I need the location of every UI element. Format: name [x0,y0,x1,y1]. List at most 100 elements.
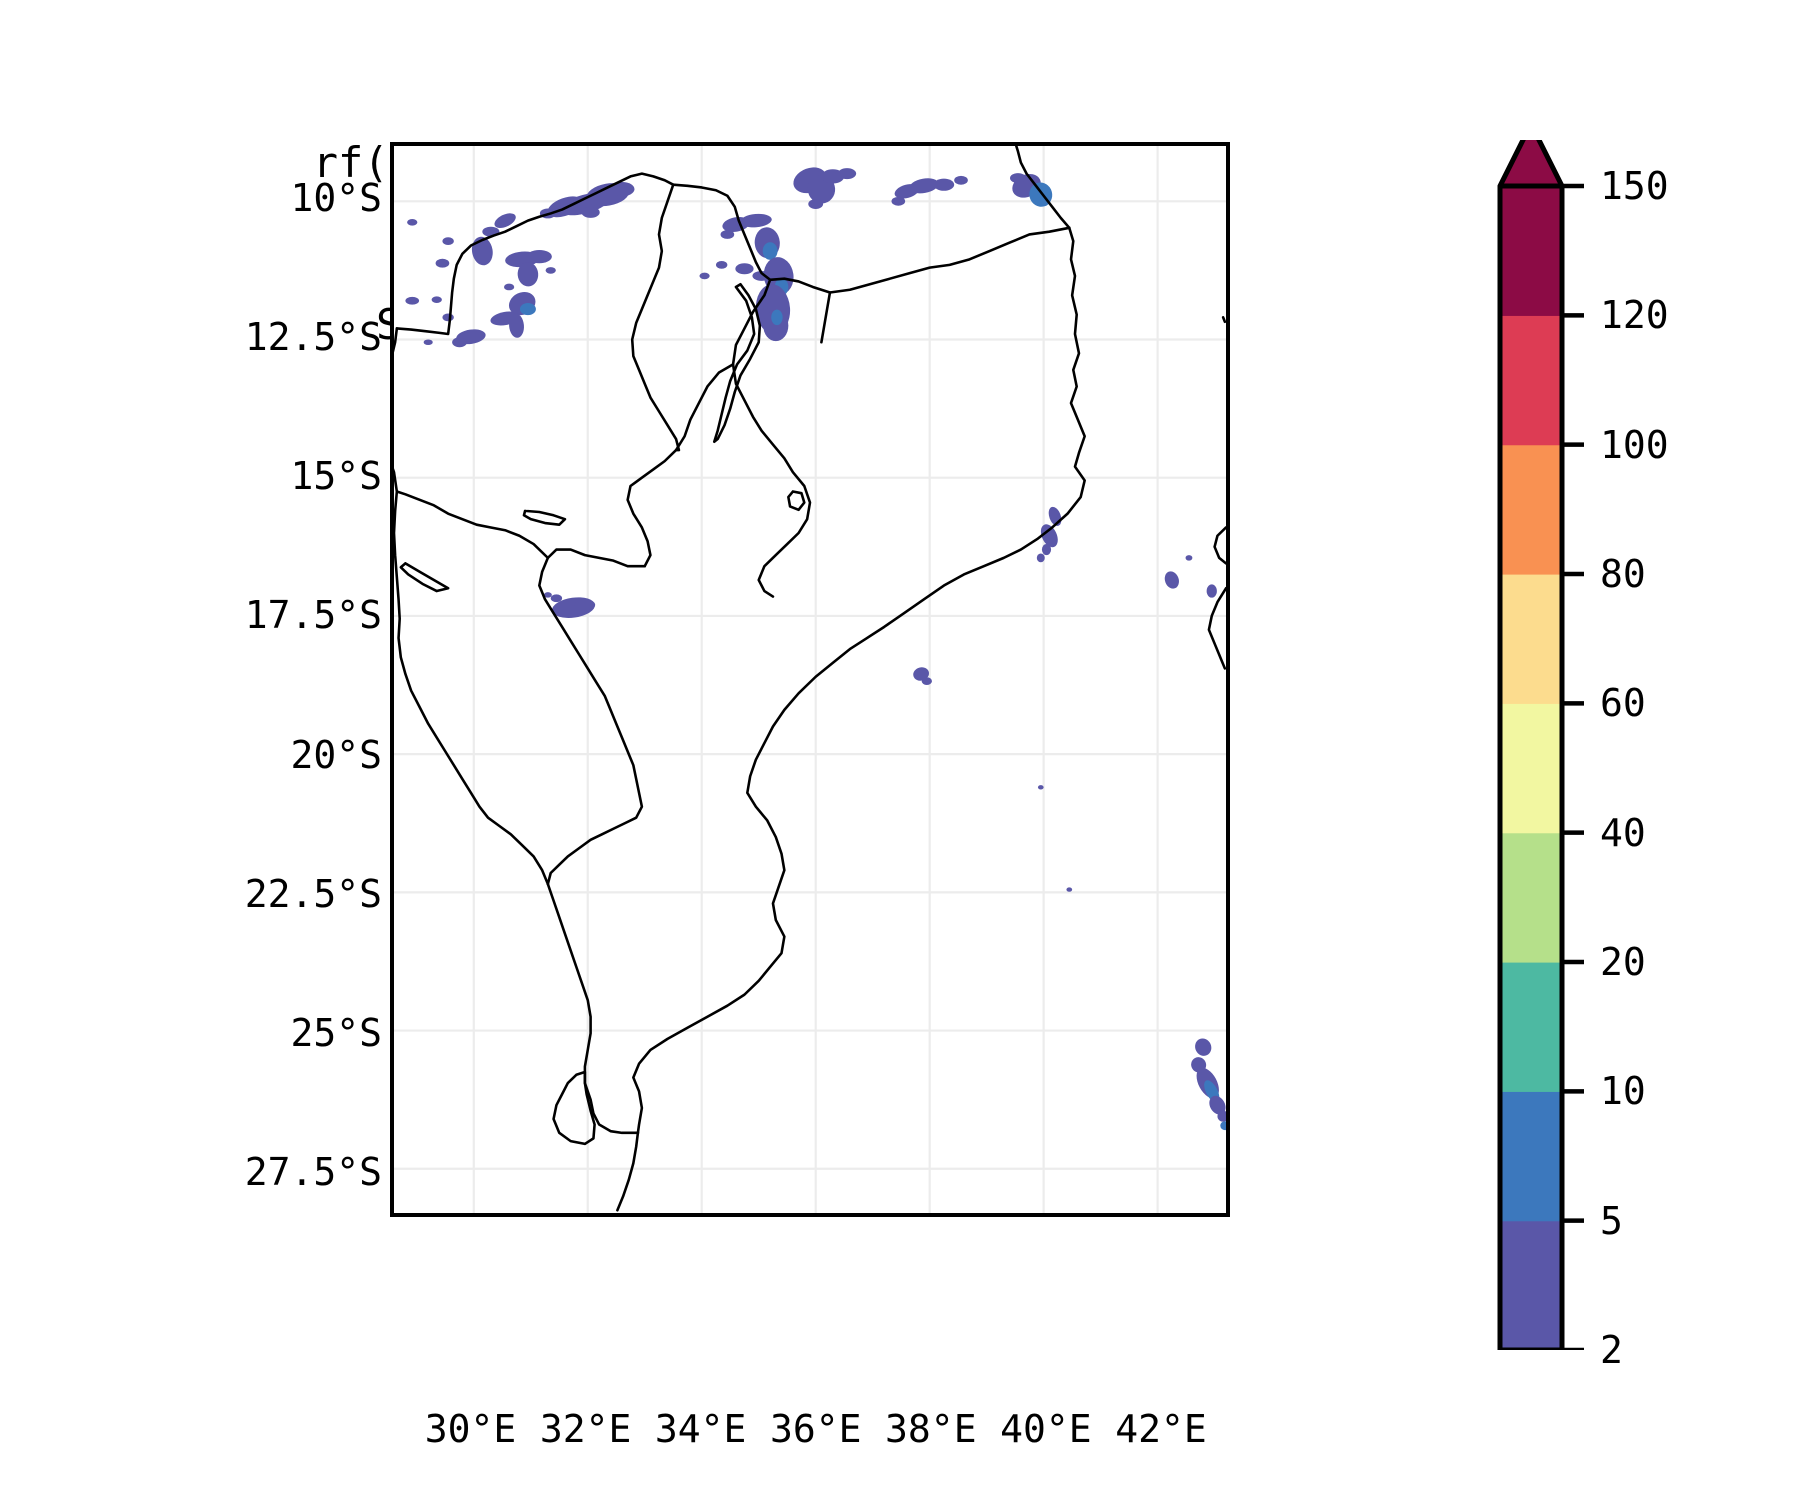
y-axis-tick-label: 20°S [290,732,382,777]
colorbar-tick-label: 150 [1600,164,1669,208]
rainfall-contour-cell [762,242,778,260]
colorbar-ticks [1562,183,1584,1350]
rainfall-contour-cell [1041,544,1052,556]
geo-boundary-path [1207,586,1226,670]
rainfall-contour-cell [837,168,857,180]
geo-boundary-path [616,1131,640,1212]
rainfall-contour-cell [735,263,754,275]
rainfall-contour-cell [891,196,906,206]
rainfall-contour-cell [574,599,596,611]
geo-boundary-path [671,183,772,282]
geo-boundary-path [399,562,450,593]
colorbar-band [1500,574,1562,704]
rainfall-contour-cell [405,296,420,305]
rainfall-contour-cell [909,178,939,194]
rainfall-contour-cell [509,313,524,338]
geo-boundary-path [395,172,675,336]
colorbar-outline-path [1497,186,1565,1350]
colorbar-tick-label: 80 [1600,552,1646,596]
colorbar-band [1500,1091,1562,1222]
geo-boundary-path [552,1070,596,1146]
colorbar-band [1500,832,1562,963]
rainfall-contour-cell [954,175,968,185]
colorbar-tick-label: 100 [1600,422,1669,467]
rainfall-contour-cell [933,178,955,191]
colorbar-tick-label: 120 [1600,293,1669,338]
rainfall-contour-cell [442,313,454,322]
rainfall-contour-cell [1220,1121,1226,1131]
rainfall-contour-cell [1037,785,1044,790]
geo-boundary-path [538,548,647,886]
rainfall-contour-cell [407,218,418,226]
rainfall-contour-cell [913,667,930,681]
map-axes[interactable] [390,142,1230,1217]
rainfall-contour-cell [715,260,728,269]
colorbar-tick-label: 10 [1600,1069,1646,1114]
rainfall-contour-cell [1209,1095,1226,1115]
gridlines [394,146,1226,1213]
map-canvas [394,146,1226,1213]
x-axis-tick-label: 30°E [424,1407,517,1451]
rainfall-contour-cell [771,309,783,326]
rainfall-contour-cell [431,296,442,304]
rainfall-contour-cell [519,303,536,316]
colorbar-band [1500,186,1562,316]
colorbar-band [1500,444,1562,575]
geo-boundary-path [1221,316,1226,324]
colorbar-tick-label: 5 [1600,1198,1623,1243]
geo-boundary-path [1014,146,1071,230]
colorbar-band [1500,703,1562,834]
rainfall-contour-cell [550,594,563,603]
colorbar-tick-label: 60 [1600,681,1646,726]
y-axis-tick-label: 12.5°S [244,314,382,359]
rainfall-contour-cell [739,213,772,228]
rainfall-contour-cell [494,213,516,228]
rainfall-contour-cell [1195,1038,1212,1056]
geo-boundary-path [630,183,681,452]
y-axis-tick-label: 25°S [290,1011,382,1056]
rainfall-contour-cell [1217,1110,1226,1122]
rainfall-contour-cell [545,267,556,274]
rainfall-contour-cell [1185,555,1193,561]
colorbar-band [1500,962,1562,1092]
colorbar-outline [1497,140,1565,1350]
colorbar-tick-label: 20 [1600,940,1646,984]
colorbar-tick-label: 2 [1600,1328,1623,1372]
rainfall-contour-cell [517,262,539,287]
geo-boundary-path [712,282,762,444]
rainfall-contour-cell [1066,887,1073,892]
rainfall-contour-cell [442,237,454,245]
geo-boundary-path [626,363,735,568]
x-axis-tick-label: 36°E [769,1407,862,1451]
geo-boundary-path [394,327,399,493]
rainfall-contour-cell [1164,571,1179,589]
y-axis-tick-label: 10°S [290,175,382,220]
rainfall-contour-cell [1040,524,1058,548]
rainfall-contour-cell [921,677,932,686]
geo-boundary-path [820,291,832,344]
rainfall-contour-cell [1036,190,1051,207]
colorbar-bands [1500,186,1562,1350]
geo-boundary-path [395,490,550,560]
y-axis-tick-label: 22.5°S [244,871,382,916]
x-axis-tick-label: 32°E [539,1407,632,1451]
rainfall-contour-cell [423,339,433,346]
x-axis-tick-label: 42°E [1115,1407,1207,1451]
geo-boundary-path [787,490,806,512]
rainfall-contour-cell [581,206,600,218]
y-axis-tick-label: 17.5°S [244,593,382,638]
colorbar-extend-arrow [1497,140,1565,189]
colorbar-tick-label: 40 [1600,810,1646,855]
rainfall-contour-cell [699,272,710,280]
rainfall-contour-cell [1036,553,1045,563]
geo-boundary-path [768,226,1071,294]
rainfall-contour-cell [720,230,735,239]
rainfall-contour-cell [435,258,450,268]
geo-boundary-path [1213,526,1226,565]
colorbar-band [1500,315,1562,446]
geo-boundary-path [731,278,812,598]
colorbar[interactable] [1497,140,1584,1350]
rainfall-contour-cell [609,181,635,197]
geo-boundary-path [546,882,640,1135]
